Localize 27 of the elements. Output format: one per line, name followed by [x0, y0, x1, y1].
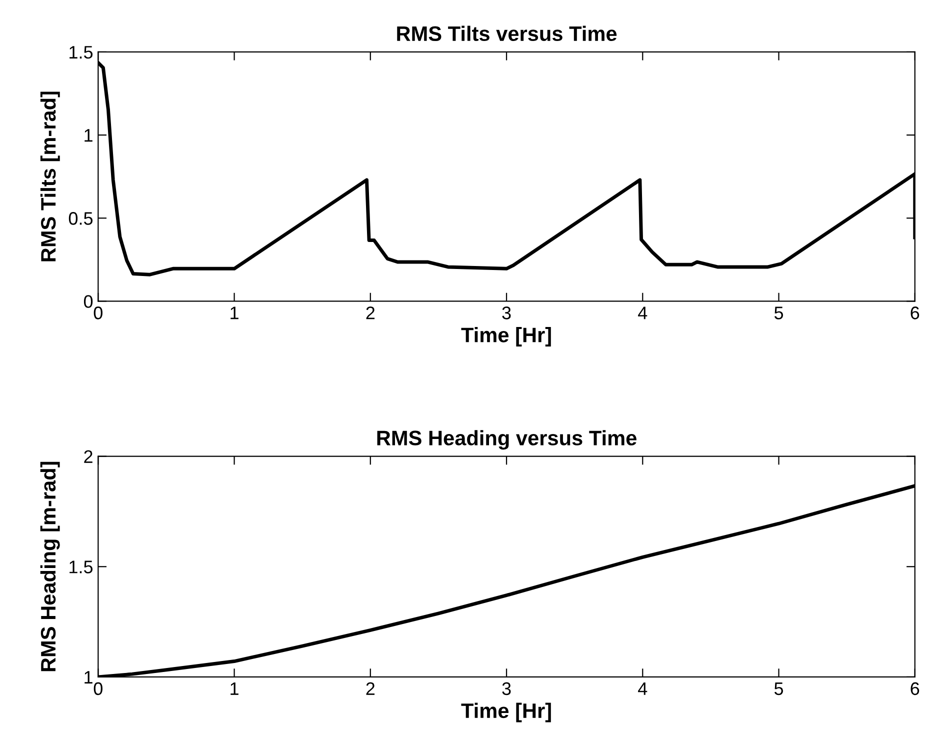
chart-title: RMS Heading versus Time: [377, 430, 636, 450]
x-tick-label: 0: [94, 306, 102, 320]
x-tick-label: 3: [502, 306, 511, 320]
y-tick-label: 0.5: [68, 212, 93, 225]
x-tick-label: 4: [638, 682, 648, 695]
y-tick-label: 1.5: [70, 46, 93, 59]
x-tick-label: 3: [502, 682, 511, 696]
y-axis-title: RMS Tilts [m-rad]: [40, 92, 60, 262]
x-tick-label: 6: [910, 306, 920, 320]
x-tick-label: 2: [366, 682, 375, 695]
y-tick-label: 1: [84, 129, 92, 142]
x-axis-title: Time [Hr]: [461, 702, 551, 722]
y-tick-label: 2: [84, 450, 92, 463]
chart-title: RMS Tilts versus Time: [397, 26, 617, 42]
x-tick-label: 2: [366, 306, 375, 320]
y-tick-label: 1.5: [70, 560, 93, 574]
x-tick-label: 1: [230, 306, 238, 320]
x-tick-label: 1: [230, 682, 238, 695]
x-tick-label: 6: [910, 682, 920, 696]
x-tick-label: 5: [774, 306, 784, 320]
x-tick-label: 5: [774, 682, 784, 696]
y-tick-label: 0: [84, 295, 93, 308]
y-axis-title: RMS Heading [m-rad]: [40, 462, 60, 672]
x-tick-label: 4: [638, 306, 648, 320]
y-tick-label: 1: [84, 671, 92, 684]
x-tick-label: 0: [94, 682, 102, 696]
x-axis-title: Time [Hr]: [461, 327, 551, 346]
